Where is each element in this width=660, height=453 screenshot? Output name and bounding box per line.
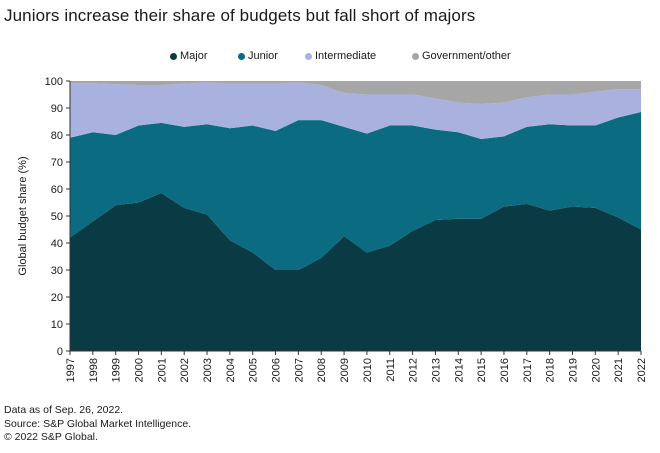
legend-swatch-major	[170, 52, 177, 60]
legend-swatch-government-other	[412, 52, 419, 60]
x-tick-label: 2005	[248, 358, 260, 382]
y-tick-label: 70	[51, 157, 63, 169]
legend-label-intermediate: Intermediate	[315, 50, 377, 62]
stacked-area-chart: 0 10 20 30 40 50 60 70 80 90 100 1997 1998 1999 2000 20…	[17, 76, 648, 382]
chart-legend: Major Junior Intermediate Government/oth…	[0, 50, 660, 66]
area-government-other	[70, 81, 641, 104]
x-tick-label: 2013	[430, 358, 442, 382]
legend-label-junior: Junior	[248, 50, 278, 62]
x-tick-label: 2001	[156, 358, 168, 382]
y-tick-label: 40	[51, 238, 63, 250]
x-tick-label: 2020	[590, 358, 602, 382]
x-tick-label: 1998	[88, 358, 100, 382]
legend-item-major: Major	[170, 50, 208, 62]
x-tick-label: 2015	[476, 358, 488, 382]
x-tick-label: 2022	[636, 358, 648, 382]
x-tick-label: 2006	[271, 358, 283, 382]
x-tick-label: 2016	[499, 358, 511, 382]
y-tick-label: 80	[51, 130, 63, 142]
x-tick-label: 1999	[111, 358, 123, 382]
x-tick-label: 2021	[613, 358, 625, 382]
x-tick-label: 2003	[202, 358, 214, 382]
x-tick-label: 2017	[522, 358, 534, 382]
legend-swatch-junior	[238, 52, 245, 60]
legend-item-government-other: Government/other	[412, 50, 511, 62]
x-tick-label: 1997	[65, 358, 77, 382]
y-tick-label: 60	[51, 184, 63, 196]
footnotes: Data as of Sep. 26, 2022. Source: S&P Gl…	[4, 404, 191, 445]
footnote-source: Source: S&P Global Market Intelligence.	[4, 417, 192, 430]
y-tick-label: 30	[51, 265, 63, 277]
legend-item-intermediate: Intermediate	[305, 50, 376, 62]
legend-label-major: Major	[180, 50, 208, 62]
x-tick-label: 2004	[225, 358, 237, 382]
footnote-data-date: Data as of Sep. 26, 2022.	[4, 404, 124, 416]
chart-title: Juniors increase their share of budgets …	[4, 6, 476, 25]
y-tick-label: 10	[51, 319, 63, 331]
x-tick-label: 2011	[385, 358, 397, 382]
y-tick-label: 90	[51, 103, 63, 115]
area-junior	[70, 112, 641, 270]
x-tick-label: 2009	[339, 358, 351, 382]
legend-item-junior: Junior	[238, 50, 278, 62]
x-tick-label: 2010	[362, 358, 374, 382]
legend-swatch-intermediate	[305, 52, 312, 60]
x-tick-label: 2012	[408, 358, 420, 382]
x-tick-label: 2002	[179, 358, 191, 382]
y-tick-label: 50	[51, 211, 63, 223]
area-intermediate	[70, 82, 641, 140]
footnote-copyright: © 2022 S&P Global.	[4, 431, 98, 443]
legend-label-government-other: Government/other	[422, 50, 511, 62]
y-tick-label: 100	[45, 76, 63, 88]
x-tick-label: 2019	[567, 358, 579, 382]
area-major	[70, 193, 641, 351]
x-tick-label: 2014	[453, 358, 465, 382]
y-axis-title: Global budget share (%)	[17, 156, 29, 275]
y-tick-label: 20	[51, 292, 63, 304]
x-tick-label: 2018	[545, 358, 557, 382]
x-tick-label: 2000	[134, 358, 146, 382]
y-tick-label: 0	[57, 346, 63, 358]
x-tick-label: 2008	[316, 358, 328, 382]
x-tick-label: 2007	[293, 358, 305, 382]
